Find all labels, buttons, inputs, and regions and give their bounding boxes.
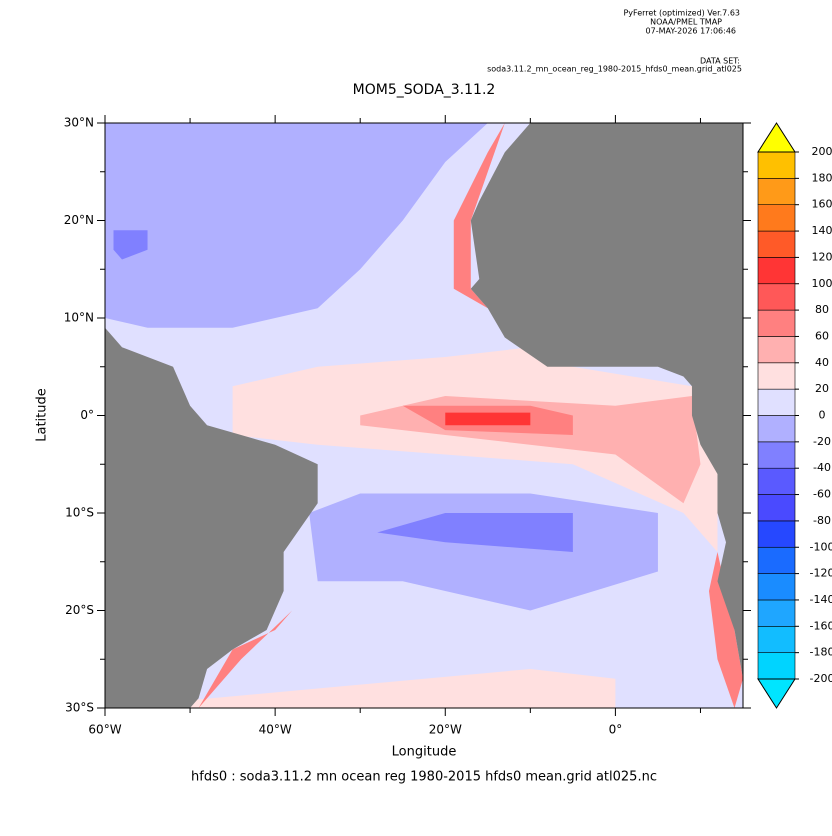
org: NOAA/PMEL TMAP xyxy=(650,18,722,27)
colorbar-swatch xyxy=(758,521,795,547)
colorbar-swatch xyxy=(758,152,795,178)
colorbar-label: -180 xyxy=(810,646,832,659)
chart-title: MOM5_SODA_3.11.2 xyxy=(353,82,496,98)
colorbar-label: -140 xyxy=(810,593,832,606)
colorbar-label: 180 xyxy=(812,171,832,184)
colorbar-label: -120 xyxy=(810,567,832,580)
colorbar-swatch xyxy=(758,336,795,362)
colorbar-swatch xyxy=(758,653,795,679)
colorbar-swatch xyxy=(758,363,795,389)
colorbar-swatch xyxy=(758,389,795,415)
colorbar-label: -80 xyxy=(813,514,831,527)
colorbar-label: -100 xyxy=(810,540,832,553)
y-tick-label: 10°S xyxy=(65,506,94,520)
x-tick-label: 60°W xyxy=(88,723,121,737)
colorbar-label: 40 xyxy=(815,356,829,369)
y-tick-label: 10°N xyxy=(64,311,94,325)
colorbar-swatch xyxy=(758,495,795,521)
colorbar-swatch xyxy=(758,626,795,652)
colorbar-label: 0 xyxy=(819,409,826,422)
colorbar-extension xyxy=(758,123,795,152)
colorbar-label: 60 xyxy=(815,329,829,342)
footer: hfds0 : soda3.11.2 mn ocean reg 1980-201… xyxy=(191,770,657,785)
colorbar-label: 140 xyxy=(812,224,832,237)
y-tick-label: 0° xyxy=(80,408,94,422)
colorbar-label: 100 xyxy=(812,277,832,290)
y-tick-label: 20°N xyxy=(64,213,94,227)
colorbar-swatch xyxy=(758,574,795,600)
colorbar-swatch xyxy=(758,178,795,204)
colorbar-label: 200 xyxy=(812,145,832,158)
colorbar-swatch xyxy=(758,205,795,231)
colorbar-extension xyxy=(758,679,795,708)
y-tick-label: 30°N xyxy=(64,116,94,130)
colorbar-swatch xyxy=(758,284,795,310)
colorbar-label: -200 xyxy=(810,672,832,685)
colorbar-swatch xyxy=(758,600,795,626)
colorbar-label: 80 xyxy=(815,303,829,316)
x-tick-label: 20°W xyxy=(429,723,462,737)
colorbar-swatch xyxy=(758,547,795,573)
colorbar-label: 20 xyxy=(815,382,829,395)
colorbar-swatch xyxy=(758,257,795,283)
x-tick-label: 40°W xyxy=(259,723,292,737)
dataset: soda3.11.2_mn_ocean_reg_1980-2015_hfds0_… xyxy=(487,65,742,74)
colorbar-swatch xyxy=(758,442,795,468)
colorbar-label: -20 xyxy=(813,435,831,448)
colorbar-swatch xyxy=(758,468,795,494)
colorbar-label: -40 xyxy=(813,461,831,474)
field-region xyxy=(445,413,530,426)
colorbar-label: -60 xyxy=(813,488,831,501)
date: 07-MAY-2026 17:06:46 xyxy=(646,27,736,36)
colorbar-label: 120 xyxy=(812,250,832,263)
colorbar-label: -160 xyxy=(810,619,832,632)
x-label: Longitude xyxy=(392,745,457,760)
colorbar-swatch xyxy=(758,310,795,336)
software: PyFerret (optimized) Ver.7.63 xyxy=(623,9,740,18)
x-tick-label: 0° xyxy=(609,723,623,737)
y-label: Latitude xyxy=(35,388,50,442)
y-tick-label: 20°S xyxy=(65,603,94,617)
colorbar-swatch xyxy=(758,416,795,442)
colorbar-swatch xyxy=(758,231,795,257)
y-tick-label: 30°S xyxy=(65,701,94,715)
colorbar-label: 160 xyxy=(812,198,832,211)
